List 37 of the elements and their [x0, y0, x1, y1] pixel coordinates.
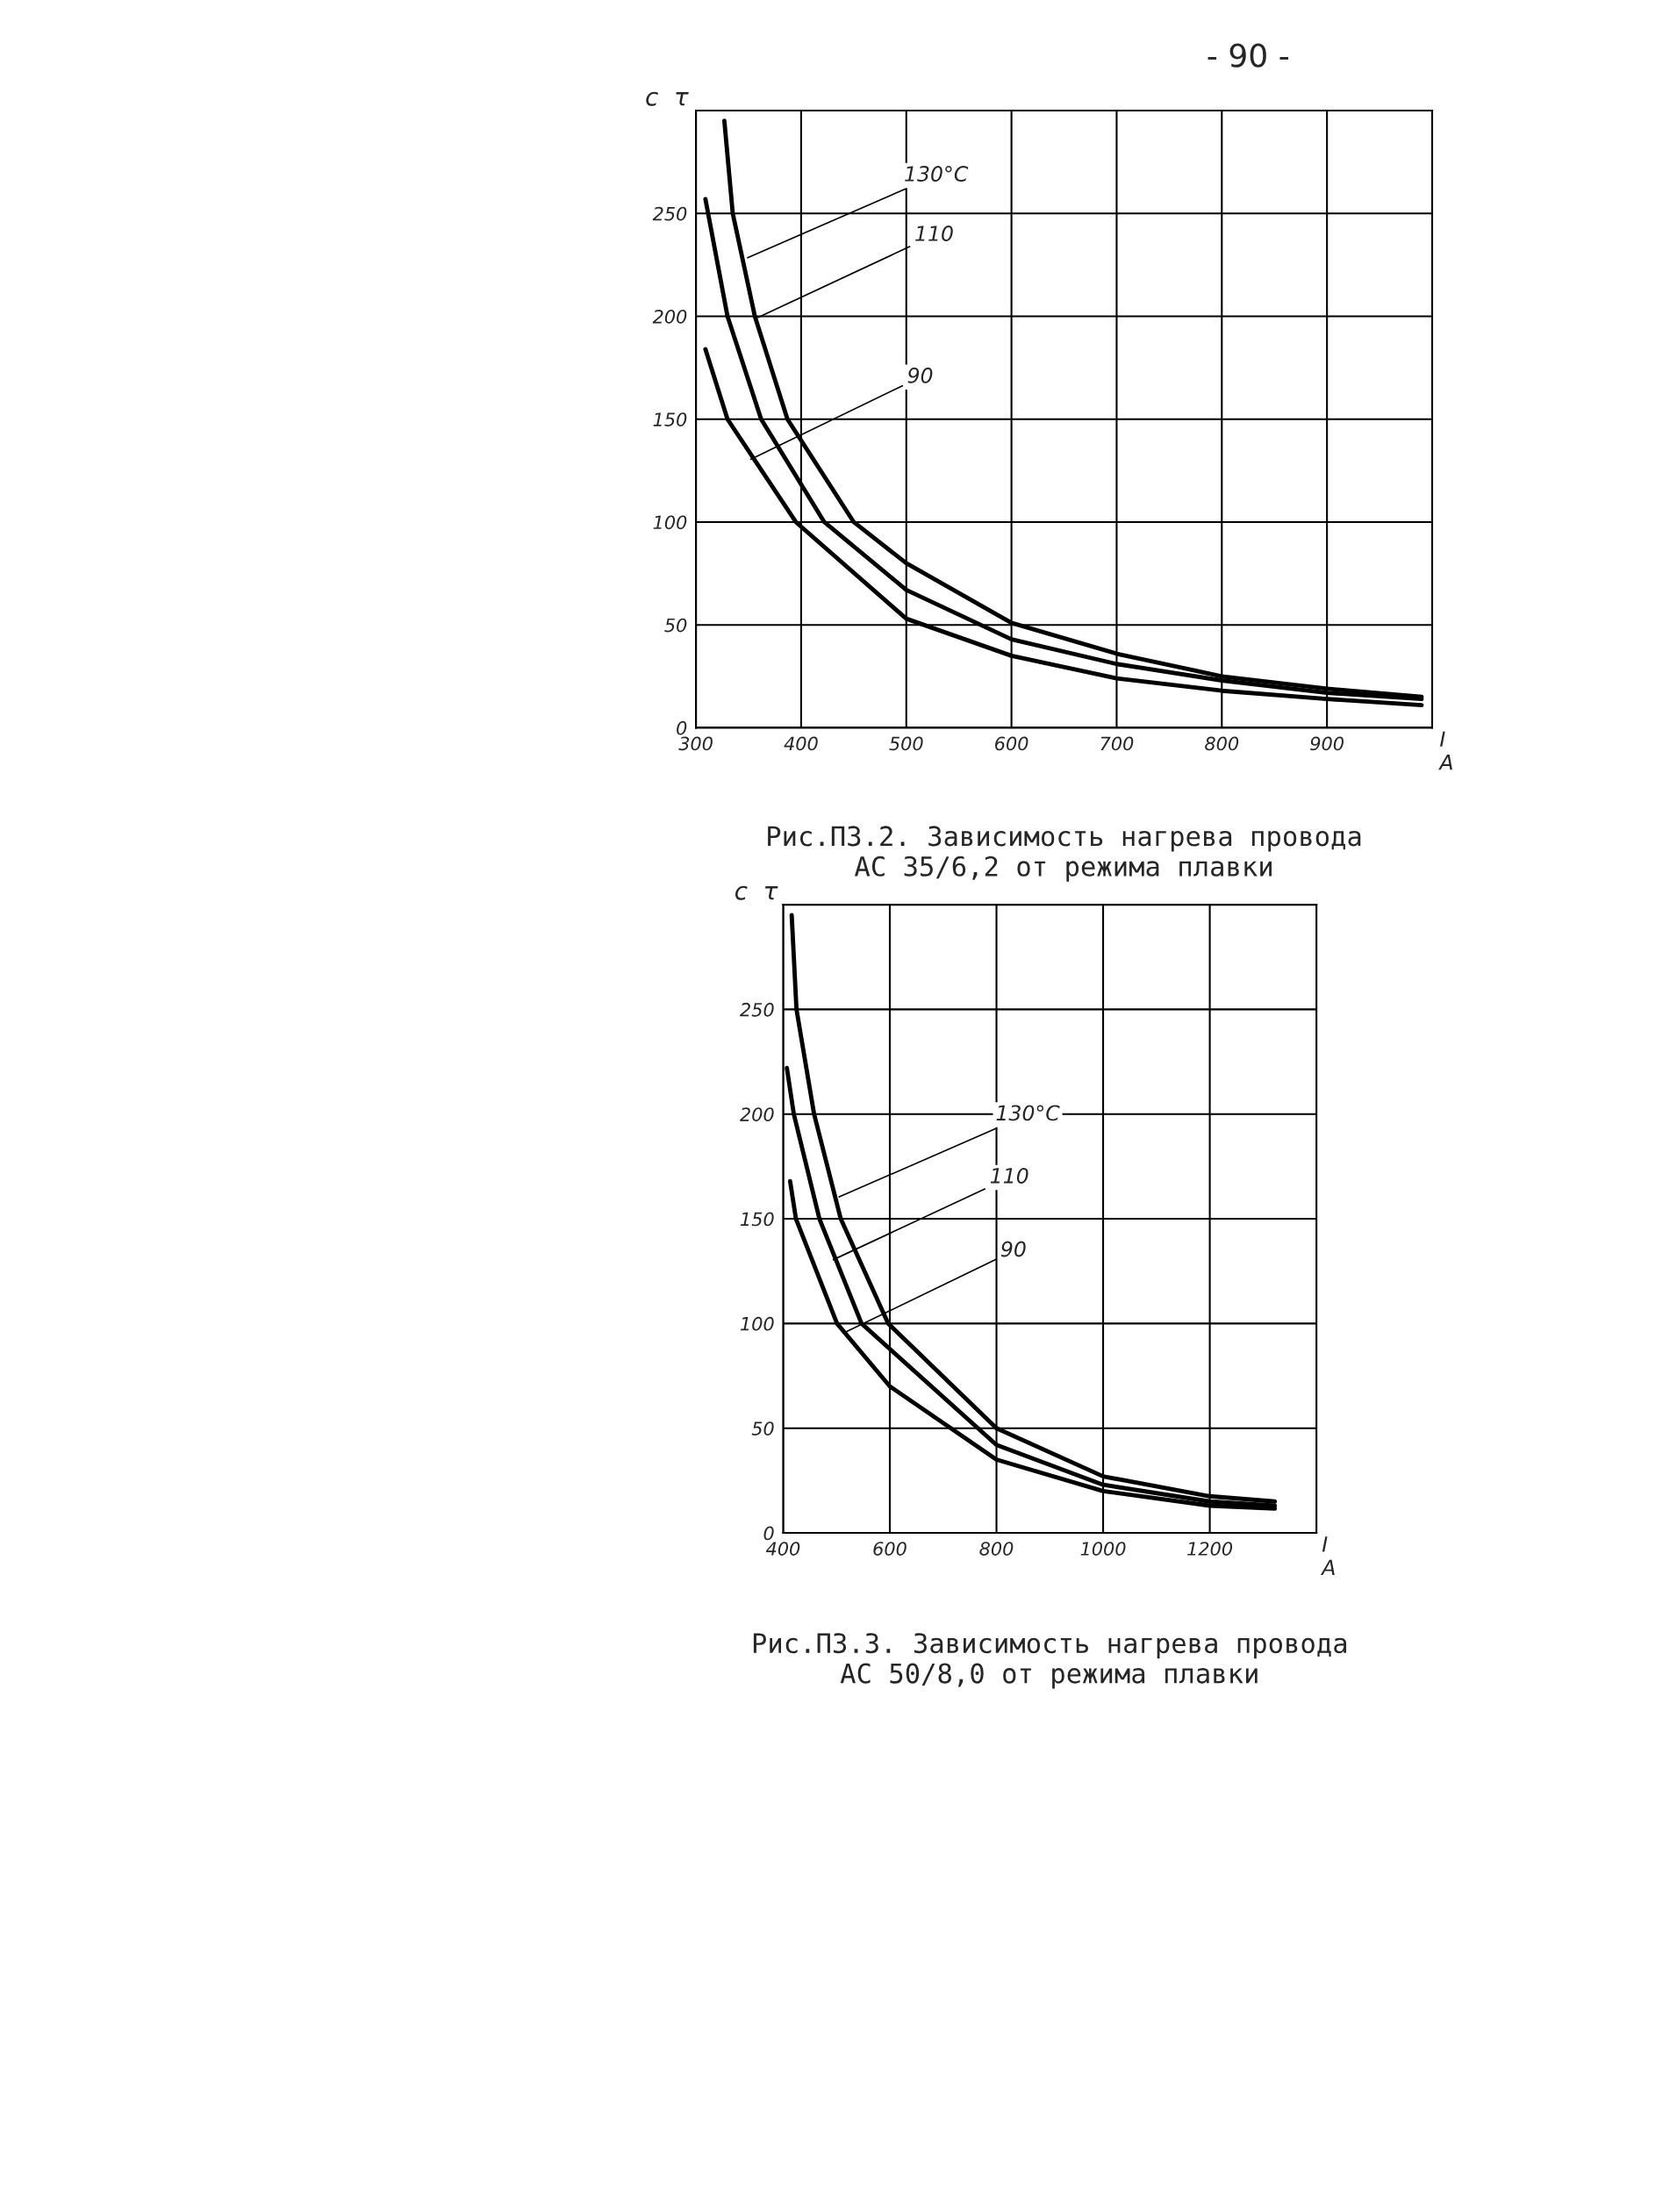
x-tick-label: 800 [1205, 736, 1239, 751]
annotation: 130°С [905, 166, 969, 182]
x-tick-label: 600 [873, 1542, 907, 1556]
y-tick-label: 0 [763, 1526, 774, 1541]
y-tick-label: 250 [652, 206, 687, 221]
annotation: 130°С [996, 1105, 1060, 1121]
x-tick-label: 700 [1100, 736, 1134, 751]
x-tick-label: 800 [979, 1542, 1014, 1556]
y-tick-label: 100 [740, 1316, 774, 1331]
annotation: 110 [990, 1168, 1028, 1184]
y-tick-label: 0 [677, 720, 687, 735]
annotation: 110 [915, 225, 953, 241]
y-tick-label: 50 [664, 618, 687, 633]
y-tick-label: 150 [653, 412, 687, 426]
x-tick-label: 900 [1310, 736, 1344, 751]
x-tick-label: 400 [784, 736, 818, 751]
annotation: 90 [1000, 1241, 1026, 1257]
x-axis-title: I А [1320, 1536, 1335, 1576]
x-tick-label: 1200 [1187, 1542, 1233, 1556]
y-tick-label: 100 [653, 515, 687, 530]
y-tick-label: 250 [740, 1002, 774, 1017]
y-axis-title: с τ [735, 885, 778, 900]
text: Рис.П3.2. Зависимость нагрева провода АС 35/6,2 от режима плавки [768, 826, 1361, 882]
y-tick-label: 150 [740, 1212, 774, 1227]
x-tick-label: 400 [765, 1542, 800, 1556]
x-tick-label: 300 [678, 736, 713, 751]
text: - 90 - [1208, 43, 1288, 68]
x-tick-label: 500 [889, 736, 923, 751]
y-tick-label: 200 [740, 1107, 774, 1121]
x-tick-label: 1000 [1080, 1542, 1126, 1556]
y-tick-label: 50 [751, 1421, 774, 1435]
text: Рис.П3.3. Зависимость нагрева провода АС 50/8,0 от режима плавки [753, 1633, 1347, 1689]
annotation: 90 [907, 367, 933, 383]
x-axis-title: I А [1438, 731, 1452, 770]
x-tick-label: 600 [995, 736, 1028, 751]
y-tick-label: 200 [652, 309, 687, 324]
y-axis-title: с τ [646, 91, 689, 106]
